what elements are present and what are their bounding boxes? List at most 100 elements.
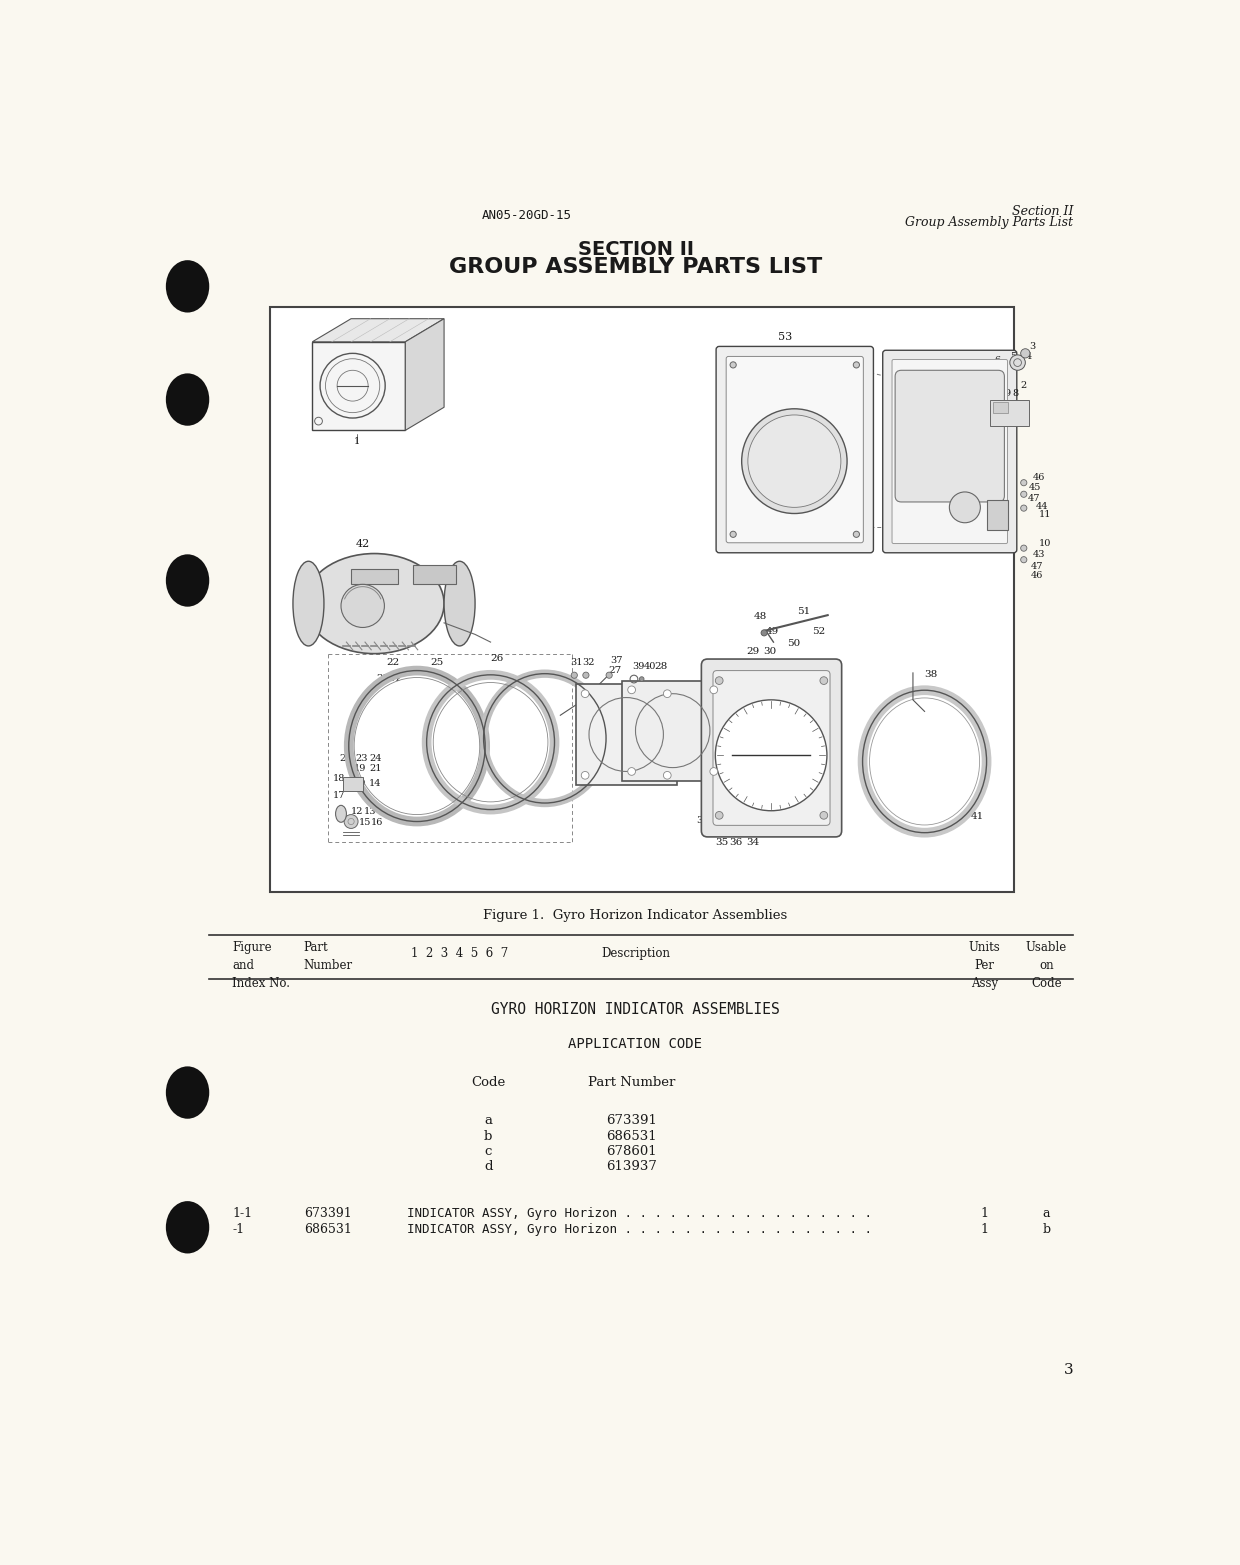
Ellipse shape	[444, 562, 475, 646]
Text: 13: 13	[365, 808, 377, 815]
Text: 8: 8	[1012, 388, 1018, 398]
Text: 52: 52	[812, 628, 826, 637]
Circle shape	[345, 814, 358, 828]
Text: 29: 29	[746, 646, 760, 656]
Ellipse shape	[166, 374, 210, 426]
Text: b: b	[484, 1130, 492, 1142]
Text: 23: 23	[355, 754, 367, 764]
Text: INDICATOR ASSY, Gyro Horizon . . . . . . . . . . . . . . . . .: INDICATOR ASSY, Gyro Horizon . . . . . .…	[407, 1207, 872, 1219]
Circle shape	[1021, 545, 1027, 551]
Text: d: d	[484, 1160, 492, 1174]
Text: 3: 3	[1064, 1363, 1074, 1377]
Circle shape	[709, 685, 718, 693]
Text: 1: 1	[981, 1207, 988, 1219]
Text: 16: 16	[371, 818, 383, 828]
Text: Units
Per
Assy: Units Per Assy	[968, 941, 1001, 989]
Ellipse shape	[305, 554, 444, 654]
Text: -1: -1	[233, 1224, 244, 1236]
Text: 20: 20	[353, 779, 366, 789]
Text: 44: 44	[1035, 502, 1048, 510]
Text: GROUP ASSEMBLY PARTS LIST: GROUP ASSEMBLY PARTS LIST	[449, 257, 822, 277]
Circle shape	[627, 767, 635, 775]
Ellipse shape	[166, 1066, 210, 1119]
Circle shape	[341, 584, 384, 628]
Text: 12: 12	[351, 808, 363, 815]
Circle shape	[730, 531, 737, 537]
Bar	[351, 570, 398, 584]
Circle shape	[730, 362, 737, 368]
FancyBboxPatch shape	[702, 659, 842, 837]
Bar	[991, 399, 1029, 427]
Text: 48: 48	[754, 612, 768, 621]
Circle shape	[950, 491, 981, 523]
Text: 1: 1	[981, 1224, 988, 1236]
Bar	[993, 402, 1008, 413]
Bar	[622, 681, 723, 781]
Text: 41: 41	[971, 812, 985, 822]
Text: Usable
on
Code: Usable on Code	[1025, 941, 1066, 989]
Text: 9: 9	[1004, 388, 1011, 398]
Text: b: b	[1042, 1224, 1050, 1236]
Text: 40: 40	[644, 662, 656, 671]
Text: 22: 22	[340, 754, 352, 764]
Text: 53: 53	[777, 332, 792, 343]
Text: 686531: 686531	[606, 1130, 657, 1142]
Text: 2: 2	[1019, 380, 1027, 390]
Text: 19: 19	[353, 764, 366, 773]
Text: 47: 47	[1030, 562, 1043, 571]
Text: 613937: 613937	[606, 1160, 657, 1174]
Circle shape	[761, 629, 768, 635]
Circle shape	[1021, 491, 1027, 498]
Text: 11: 11	[1039, 510, 1052, 518]
Text: 27: 27	[608, 665, 621, 675]
Polygon shape	[405, 319, 444, 430]
Text: SECTION II: SECTION II	[578, 239, 693, 260]
Circle shape	[606, 671, 613, 678]
Text: 23: 23	[377, 673, 389, 682]
Circle shape	[663, 690, 671, 698]
Circle shape	[1021, 505, 1027, 512]
Text: a: a	[1043, 1207, 1050, 1219]
Circle shape	[715, 700, 827, 811]
Text: 18: 18	[334, 773, 346, 782]
Circle shape	[742, 408, 847, 513]
Text: AN05-20GD-15: AN05-20GD-15	[482, 210, 572, 222]
Ellipse shape	[293, 562, 324, 646]
FancyBboxPatch shape	[883, 351, 1017, 552]
Ellipse shape	[166, 1200, 210, 1254]
Text: 43: 43	[1033, 551, 1045, 559]
Text: 24: 24	[370, 754, 382, 764]
Text: 46: 46	[1030, 571, 1043, 581]
Circle shape	[582, 690, 589, 698]
Text: 46: 46	[1033, 473, 1045, 482]
Text: Part
Number: Part Number	[304, 941, 353, 972]
Text: 34: 34	[746, 837, 760, 847]
Circle shape	[583, 671, 589, 678]
Text: 26: 26	[491, 654, 503, 664]
Circle shape	[572, 671, 578, 678]
Text: Code: Code	[471, 1075, 506, 1089]
Text: 30: 30	[764, 646, 776, 656]
Text: APPLICATION CODE: APPLICATION CODE	[568, 1038, 703, 1052]
Text: Group Assembly Parts List: Group Assembly Parts List	[905, 216, 1074, 228]
Bar	[413, 565, 456, 584]
Text: 21: 21	[370, 764, 382, 773]
Bar	[343, 776, 363, 790]
Text: Figure
and
Index No.: Figure and Index No.	[233, 941, 290, 989]
Text: 1: 1	[353, 437, 360, 446]
Text: 22: 22	[386, 659, 399, 667]
Text: 49: 49	[766, 628, 779, 637]
Text: 45: 45	[1029, 484, 1042, 493]
Circle shape	[1021, 479, 1027, 485]
Circle shape	[820, 676, 828, 684]
Text: 5: 5	[1009, 352, 1016, 362]
Text: Figure 1.  Gyro Horizon Indicator Assemblies: Figure 1. Gyro Horizon Indicator Assembl…	[484, 909, 787, 922]
Bar	[270, 307, 1014, 892]
Text: 3: 3	[1029, 343, 1035, 352]
Text: 15: 15	[358, 818, 371, 828]
Text: a: a	[485, 1114, 492, 1127]
Text: 678601: 678601	[606, 1146, 657, 1158]
Text: 33: 33	[696, 815, 709, 825]
Text: 24: 24	[387, 673, 401, 682]
Circle shape	[1009, 355, 1025, 371]
